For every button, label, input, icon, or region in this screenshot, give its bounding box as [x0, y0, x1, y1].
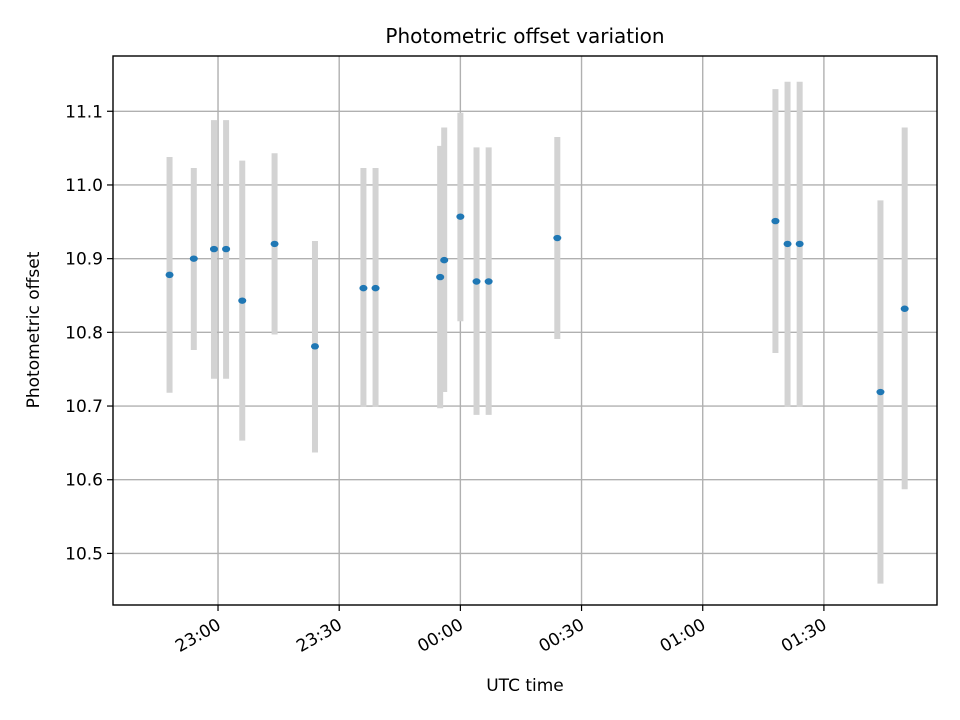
- data-point: [189, 255, 198, 262]
- data-point: [270, 240, 279, 248]
- data-point: [310, 343, 319, 350]
- grid: [113, 56, 937, 605]
- data-points: [165, 213, 909, 396]
- data-point: [359, 284, 368, 292]
- data-point: [222, 245, 231, 253]
- y-tick-label: 11.1: [65, 102, 103, 122]
- y-tick-label: 10.8: [65, 323, 103, 343]
- data-point: [795, 240, 804, 248]
- y-axis: 10.5 10.6 10.7 10.8 10.9 11.0 11.1: [65, 102, 113, 564]
- data-point: [771, 217, 780, 225]
- data-point: [238, 297, 247, 304]
- data-point: [440, 256, 449, 264]
- data-point: [371, 284, 380, 292]
- data-point: [472, 278, 481, 285]
- data-point: [900, 305, 909, 312]
- data-point: [209, 245, 218, 253]
- data-point: [436, 273, 445, 281]
- x-tick-label: 01:00: [657, 615, 709, 657]
- data-point: [484, 278, 493, 285]
- plot-frame: [112, 55, 938, 606]
- data-point: [165, 271, 174, 279]
- data-point: [783, 240, 792, 248]
- y-tick-label: 10.5: [65, 544, 103, 564]
- data-point: [876, 388, 885, 396]
- y-tick-label: 10.6: [65, 471, 103, 491]
- x-tick-label: 00:30: [536, 615, 588, 657]
- y-tick-label: 10.7: [65, 397, 103, 417]
- chart-title: Photometric offset variation: [385, 24, 664, 48]
- x-tick-label: 01:30: [778, 615, 830, 657]
- data-point: [553, 234, 562, 242]
- x-tick-label: 23:30: [293, 615, 345, 657]
- x-axis-title: UTC time: [486, 676, 564, 696]
- y-tick-label: 11.0: [65, 176, 103, 196]
- x-tick-label: 23:00: [172, 615, 224, 657]
- data-point: [456, 213, 465, 220]
- y-axis-title: Photometric offset: [24, 251, 44, 408]
- x-axis: 23:00 23:30 00:00 00:30 01:00 01:30: [172, 605, 830, 657]
- y-tick-label: 10.9: [65, 250, 103, 270]
- x-tick-label: 00:00: [414, 615, 466, 657]
